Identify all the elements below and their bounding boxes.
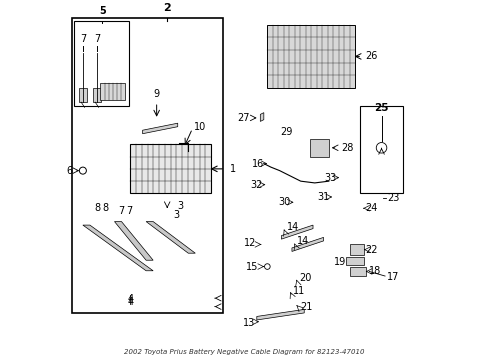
Text: 14: 14 — [297, 236, 309, 246]
Text: 29: 29 — [280, 127, 292, 137]
Text: 5: 5 — [99, 6, 105, 16]
Text: 11: 11 — [292, 286, 305, 296]
Bar — [93, 88, 101, 102]
Polygon shape — [114, 221, 153, 260]
Bar — [346, 257, 363, 265]
Text: 6: 6 — [66, 166, 72, 176]
Polygon shape — [142, 123, 177, 134]
Text: 8: 8 — [102, 203, 108, 212]
Text: 26: 26 — [365, 51, 377, 62]
Text: 32: 32 — [250, 180, 263, 190]
Text: 14: 14 — [286, 222, 298, 232]
Text: 19: 19 — [333, 257, 346, 267]
Text: 27: 27 — [237, 113, 249, 123]
Text: 13: 13 — [243, 319, 255, 328]
Text: 2002 Toyota Prius Battery Negative Cable Diagram for 82123-47010: 2002 Toyota Prius Battery Negative Cable… — [124, 349, 364, 355]
Polygon shape — [146, 221, 195, 253]
Text: 1: 1 — [230, 164, 236, 174]
Bar — [130, 144, 211, 193]
Text: 7: 7 — [118, 206, 123, 216]
Bar — [349, 244, 363, 255]
Text: 24: 24 — [365, 203, 377, 213]
Bar — [349, 267, 365, 276]
Bar — [72, 18, 223, 313]
Text: 7: 7 — [94, 34, 100, 44]
Text: 4: 4 — [127, 294, 133, 304]
Text: 16: 16 — [252, 159, 264, 168]
Polygon shape — [82, 225, 153, 271]
Text: 30: 30 — [278, 197, 290, 207]
Polygon shape — [291, 237, 323, 251]
Bar — [360, 105, 402, 193]
Text: 7: 7 — [80, 34, 86, 44]
Text: 2: 2 — [163, 3, 171, 13]
Bar — [100, 83, 125, 100]
Bar — [79, 88, 87, 102]
Text: 28: 28 — [341, 143, 353, 153]
Text: 20: 20 — [298, 274, 311, 283]
Bar — [74, 21, 128, 105]
Text: 10: 10 — [193, 122, 205, 132]
Polygon shape — [260, 113, 264, 121]
Text: 12: 12 — [244, 238, 256, 248]
Text: 15: 15 — [245, 262, 258, 271]
Polygon shape — [281, 225, 312, 239]
Bar — [309, 139, 328, 157]
Text: 23: 23 — [386, 193, 398, 203]
Text: 7: 7 — [126, 206, 132, 216]
Text: 31: 31 — [317, 192, 329, 202]
Bar — [267, 25, 354, 88]
Text: 8: 8 — [94, 203, 101, 212]
Text: 33: 33 — [324, 173, 336, 183]
Text: 9: 9 — [153, 89, 160, 99]
Text: 21: 21 — [300, 302, 312, 312]
Text: 25: 25 — [373, 103, 388, 113]
Text: 17: 17 — [386, 272, 398, 282]
Text: 3: 3 — [177, 201, 183, 211]
Text: 4: 4 — [127, 297, 133, 307]
Text: 3: 3 — [173, 210, 179, 220]
Text: 18: 18 — [368, 266, 381, 276]
Text: 22: 22 — [365, 245, 377, 255]
Polygon shape — [256, 309, 304, 320]
